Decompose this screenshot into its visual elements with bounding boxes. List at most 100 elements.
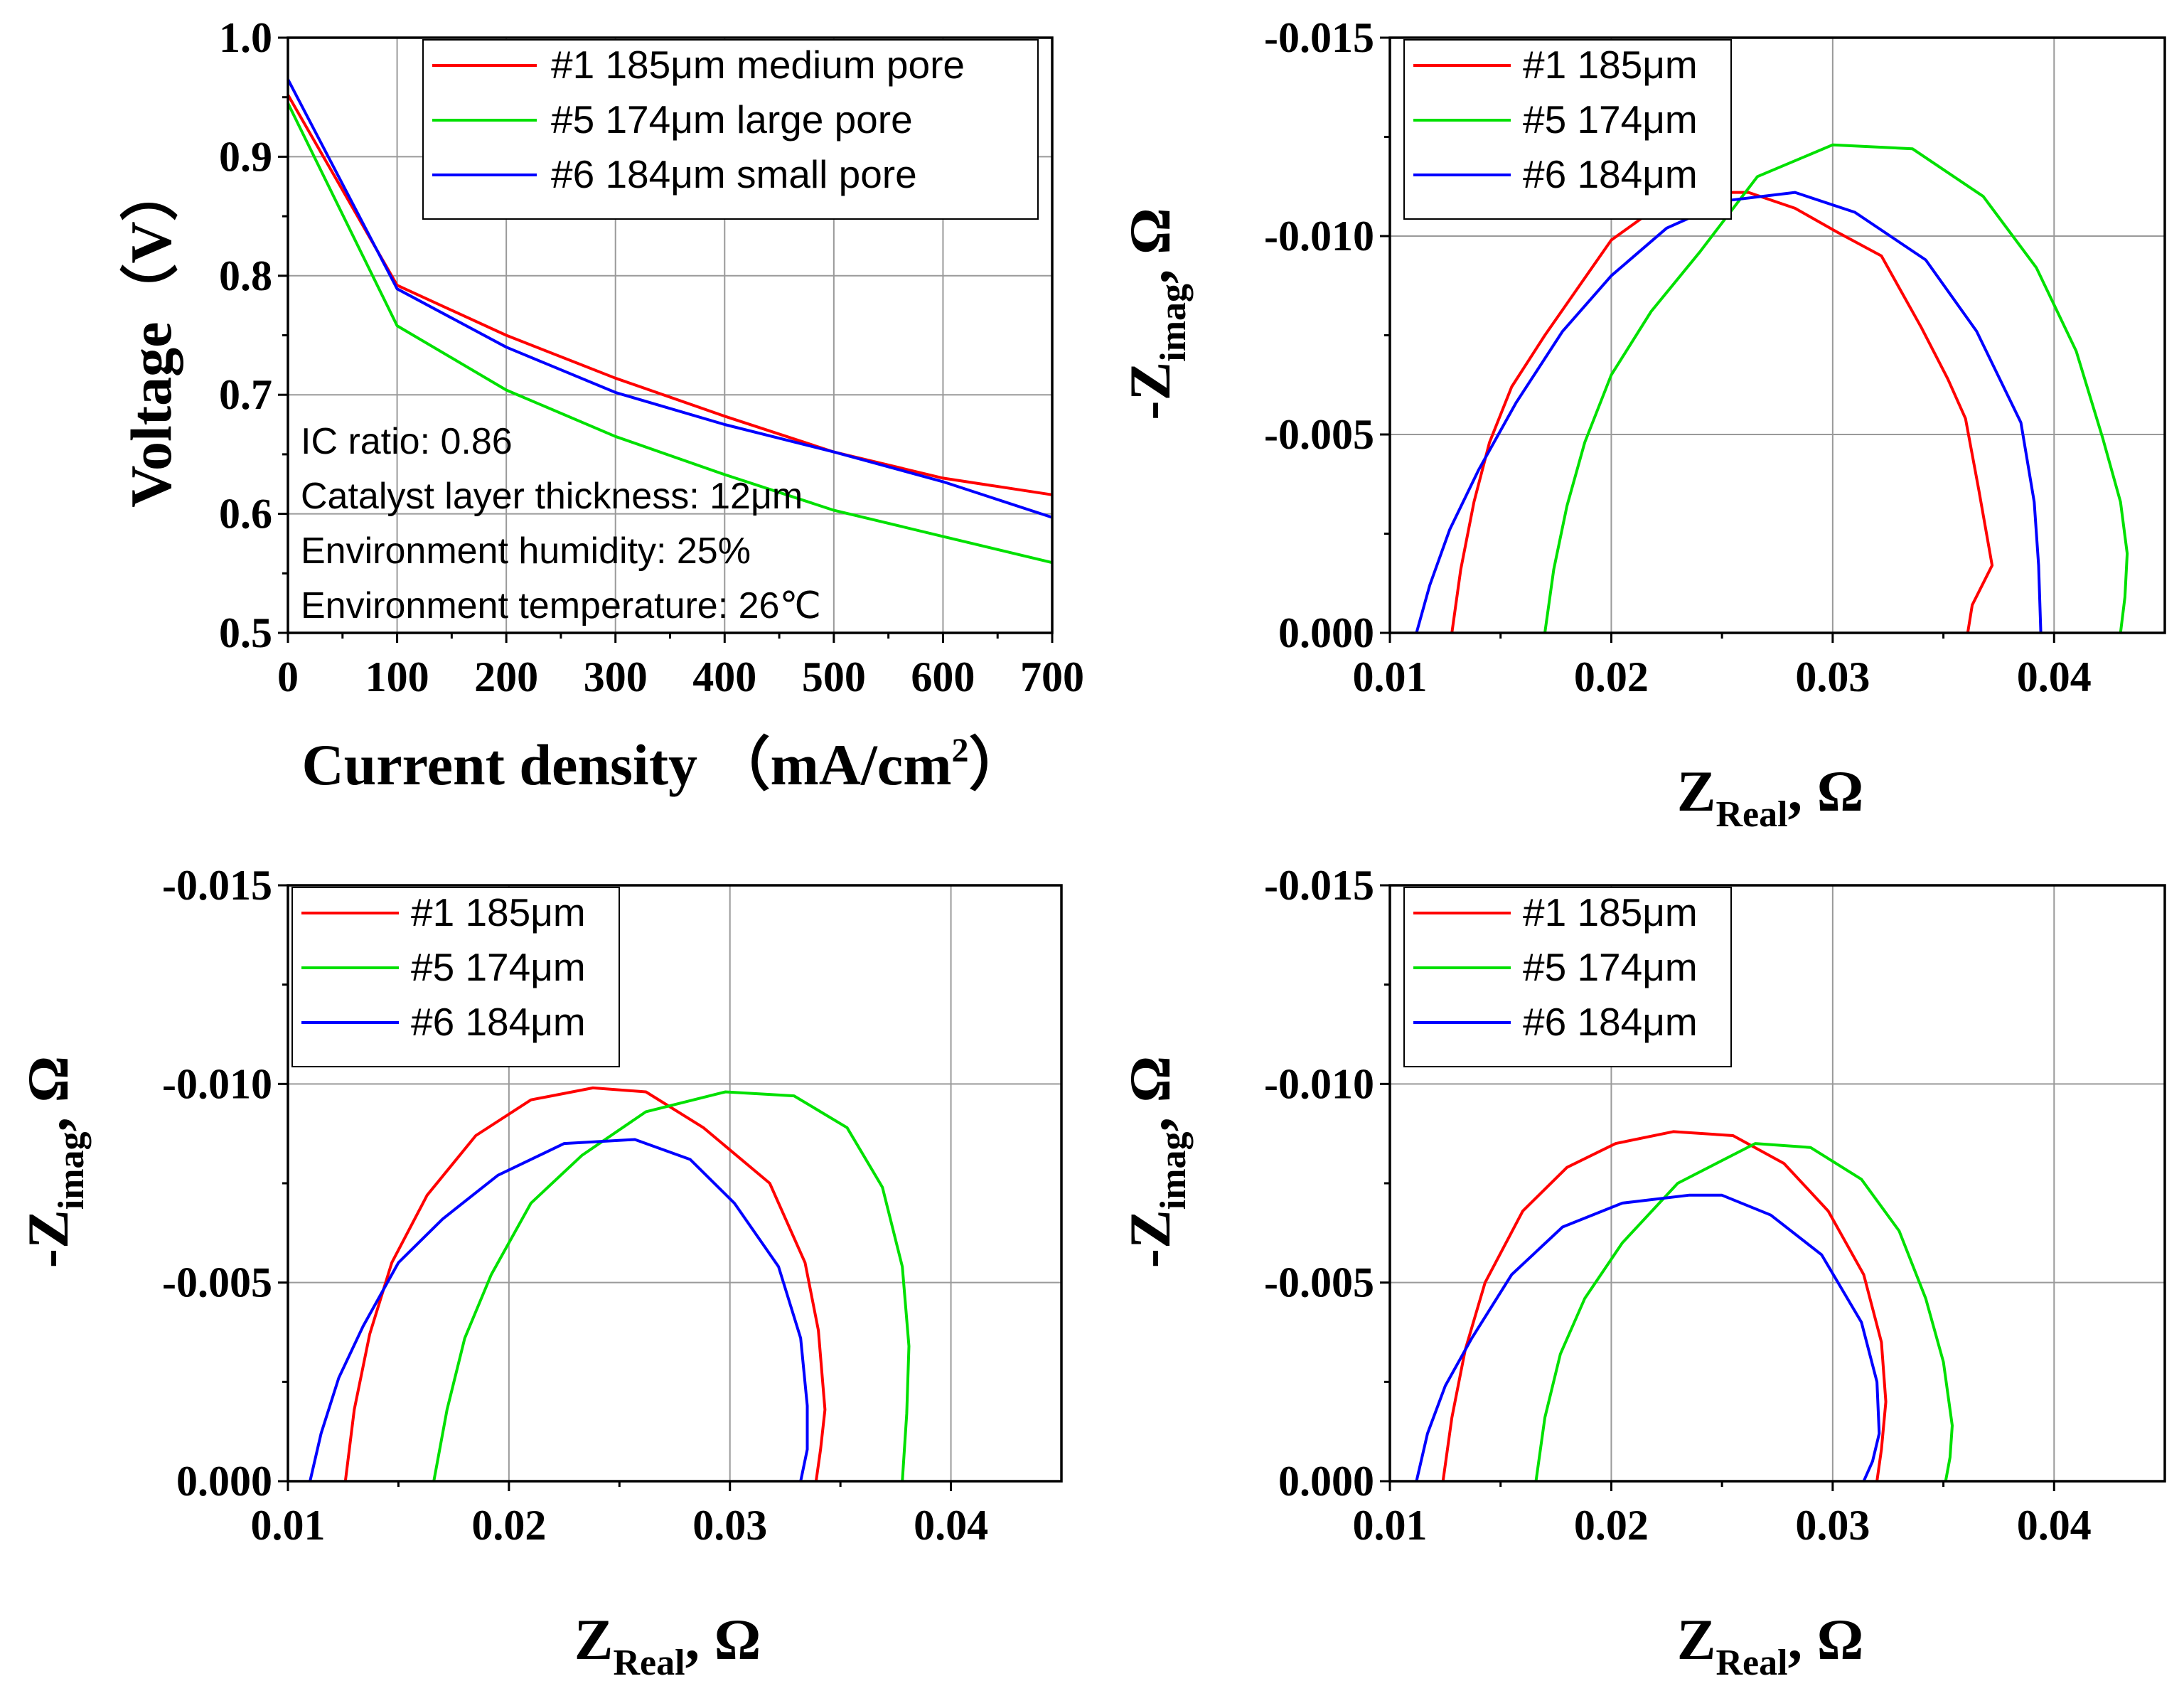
legend-entry: #1 185μm medium pore: [551, 43, 965, 87]
legend-box: [291, 887, 620, 1067]
y-tick-label: -0.010: [1264, 1060, 1374, 1107]
y-tick-label: 0.000: [176, 1458, 272, 1505]
y-tick-label: -0.015: [1264, 14, 1374, 61]
y-axis-label-main: -Z: [1118, 362, 1182, 420]
plot-frame: [287, 884, 1063, 1483]
x-axis-label-main: Z: [574, 1607, 614, 1672]
series-line-s6: [1415, 1193, 1881, 1482]
x-axis-label-end: , Ω: [1788, 759, 1864, 823]
x-axis-label-main: Z: [1677, 759, 1716, 823]
y-tick-label: 0.5: [219, 609, 272, 656]
y-axis-label: -Zimag, Ω: [1118, 208, 1194, 420]
x-axis-label-subscript: Real: [1715, 794, 1787, 835]
x-tick-label: 0.03: [692, 1502, 767, 1549]
x-tick-label: 200: [474, 653, 538, 700]
y-tick-label: 0.7: [219, 371, 272, 418]
x-tick-label: 0.01: [251, 1502, 326, 1549]
x-tick-label: 0.02: [1574, 653, 1649, 700]
legend-entry: #1 185μm: [411, 890, 586, 934]
legend-entry: #5 174μm: [1523, 97, 1698, 142]
x-tick-label: 0.04: [2017, 653, 2092, 700]
legend-entry: #1 185μm: [1523, 43, 1698, 87]
y-axis-label-end: , Ω: [16, 1056, 80, 1132]
x-tick-label: 600: [911, 653, 975, 700]
y-axis-label-main: -Z: [1118, 1210, 1182, 1268]
x-tick-label: 0.04: [2017, 1502, 2092, 1549]
annotation-text: IC ratio: 0.86: [301, 421, 513, 462]
x-tick-label: 400: [692, 653, 756, 700]
legend-entry: #6 184μm: [1523, 152, 1698, 196]
x-tick-label: 0.04: [914, 1502, 988, 1549]
series-line-s6: [287, 78, 1053, 519]
series-line-s6: [1415, 191, 2043, 634]
y-tick-label: 0.6: [219, 491, 272, 538]
y-axis-label: Voltage（V）: [119, 163, 183, 507]
y-tick-label: 0.8: [219, 252, 272, 299]
y-axis-label-subscript: imag: [51, 1131, 92, 1210]
legend-box: [422, 39, 1039, 220]
y-axis-label: -Zimag, Ω: [1118, 1056, 1194, 1268]
series-line-s5: [432, 1090, 911, 1482]
x-axis-label-end: , Ω: [685, 1607, 761, 1672]
plot-frame: [287, 36, 1054, 634]
x-axis-label-main: Current density （mA/cm: [301, 732, 951, 797]
series-line-s5: [287, 102, 1053, 565]
y-tick-label: 0.000: [1278, 609, 1374, 656]
x-axis-label: ZReal, Ω: [574, 1607, 761, 1683]
x-axis-label-superscript: 2: [952, 732, 969, 769]
y-tick-label: 0.9: [219, 133, 272, 180]
y-tick-label: -0.005: [1264, 1259, 1374, 1306]
y-tick-label: 0.000: [1278, 1458, 1374, 1505]
annotation-text: Environment humidity: 25%: [301, 530, 751, 572]
plot-frame: [1388, 884, 2166, 1483]
y-tick-label: -0.010: [162, 1060, 272, 1107]
series-line-s1: [1441, 1130, 1888, 1482]
x-axis-label: ZReal, Ω: [1677, 759, 1863, 835]
y-axis-label: -Zimag, Ω: [16, 1056, 92, 1268]
x-tick-label: 0.01: [1353, 1502, 1428, 1549]
x-axis-label-main: Z: [1677, 1607, 1716, 1672]
x-tick-label: 300: [584, 653, 648, 700]
series-line-s1: [343, 1086, 827, 1482]
y-tick-label: -0.015: [1264, 862, 1374, 909]
plot-frame: [1388, 36, 2166, 634]
x-axis-label-end: , Ω: [1788, 1607, 1864, 1672]
chart-eis2: 0.01 0.02 0.03 0.04 0.000 -0.005 -0.010 -0.015 #…: [16, 862, 1063, 1683]
legend-box: [1403, 39, 1732, 220]
legend: #1 185μm #5 174μm #6 184μm: [291, 887, 620, 1067]
y-tick-label: -0.005: [162, 1259, 272, 1306]
annotation-text: Environment temperature: 26℃: [301, 585, 821, 626]
y-tick-label: -0.010: [1264, 213, 1374, 260]
legend: #1 185μm #5 174μm #6 184μm: [1403, 39, 1732, 220]
legend-entry: #5 174μm: [411, 945, 586, 989]
x-axis-label: ZReal, Ω: [1677, 1607, 1863, 1683]
legend-entry: #6 184μm small pore: [551, 152, 917, 196]
y-axis-label-end: , Ω: [1118, 1056, 1182, 1132]
x-axis-label: Current density （mA/cm2）: [301, 732, 1027, 797]
series-line-s1: [1450, 191, 1994, 634]
x-tick-label: 0.02: [471, 1502, 546, 1549]
chart-pol: 0 100 200 300 400 500 600 700 0.5 0.6 0.7 0.8 0.9 1.0…: [119, 14, 1084, 797]
x-tick-label: 0: [277, 653, 299, 700]
x-tick-label: 0.02: [1574, 1502, 1649, 1549]
series-line-s6: [309, 1138, 809, 1482]
y-axis-label-main: -Z: [16, 1210, 80, 1268]
legend: #1 185μm #5 174μm #6 184μm: [1403, 887, 1732, 1067]
y-axis-label-subscript: imag: [1153, 1131, 1194, 1210]
x-tick-label: 0.03: [1795, 1502, 1870, 1549]
series-line-s5: [1534, 1142, 1954, 1482]
x-axis-label-subscript: Real: [1715, 1643, 1787, 1683]
legend-entry: #5 174μm: [1523, 945, 1698, 989]
x-axis-label-end: ）: [969, 732, 1027, 797]
annotation-text: Catalyst layer thickness: 12μm: [301, 476, 803, 517]
legend-entry: #1 185μm: [1523, 890, 1698, 934]
y-tick-label: -0.015: [162, 862, 272, 909]
chart-eis3: 0.01 0.02 0.03 0.04 0.000 -0.005 -0.010 -0.015 #…: [1118, 862, 2166, 1683]
legend-box: [1403, 887, 1732, 1067]
x-tick-label: 500: [802, 653, 866, 700]
legend: #1 185μm medium pore #5 174μm large pore #…: [422, 39, 1039, 220]
legend-entry: #6 184μm: [1523, 1000, 1698, 1044]
x-tick-label: 0.03: [1795, 653, 1870, 700]
legend-entry: #6 184μm: [411, 1000, 586, 1044]
